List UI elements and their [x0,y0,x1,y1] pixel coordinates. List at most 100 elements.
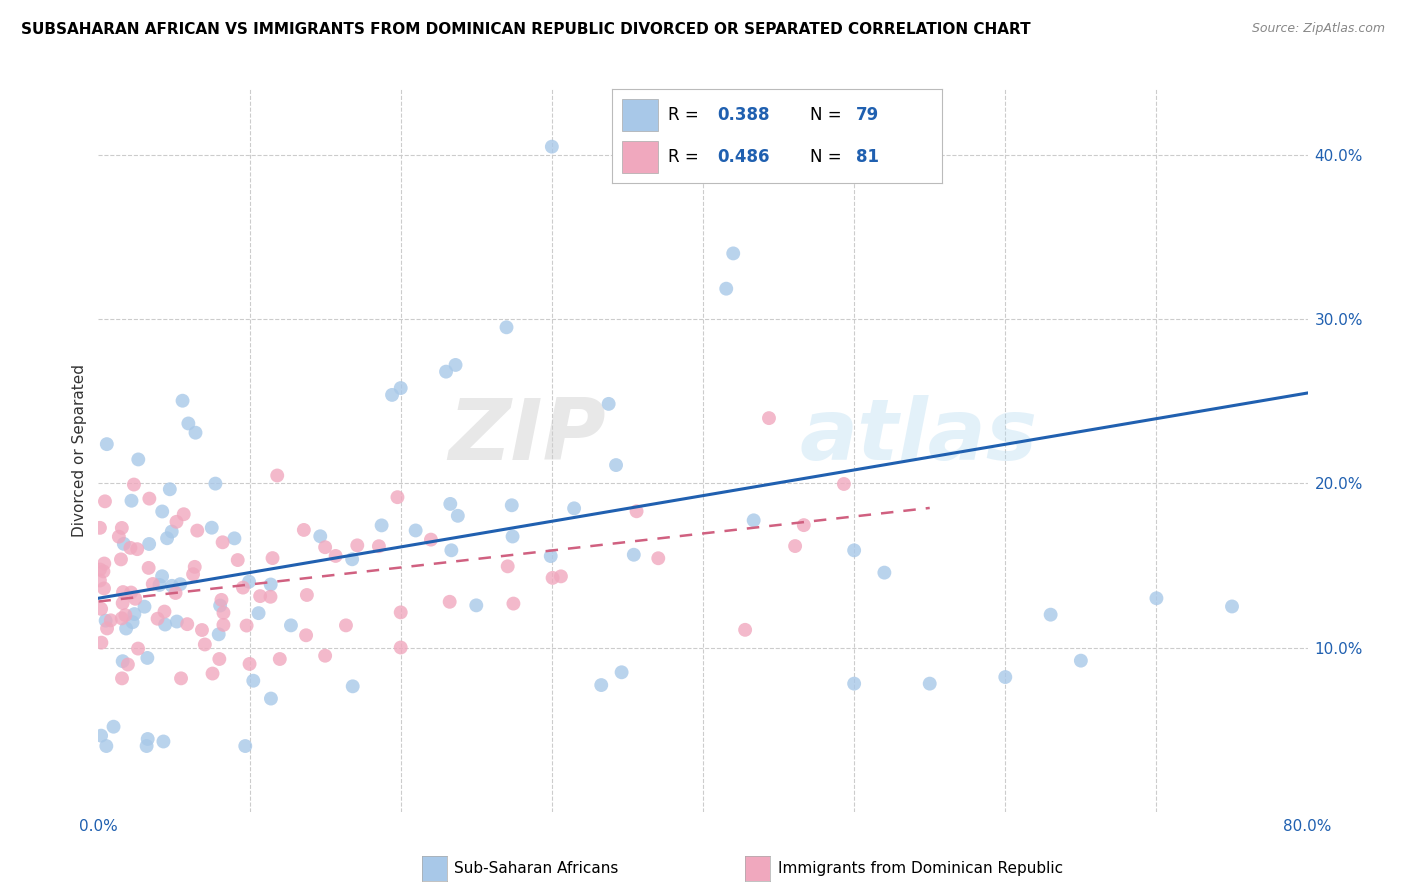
Point [541,571,564,585]
Point [242,673,264,688]
Point [447,508,470,523]
Point [605,458,627,472]
Point [918,676,941,690]
Point [172,393,194,408]
Point [134,599,156,614]
Point [90,635,112,649]
Point [152,734,174,748]
Y-axis label: Divorced or Separated: Divorced or Separated [72,364,87,537]
Point [562,501,585,516]
Point [166,515,188,529]
Point [405,524,427,538]
Point [177,417,200,431]
Point [249,589,271,603]
Point [122,477,145,491]
Point [501,498,523,512]
Point [232,581,254,595]
Point [335,618,357,632]
Point [96,437,118,451]
Point [626,504,648,518]
Point [93,565,115,579]
Point [124,607,146,621]
Point [260,691,283,706]
Text: Immigrants from Dominican Republic: Immigrants from Dominican Republic [778,862,1063,876]
Point [793,518,815,533]
Point [1070,654,1092,668]
Point [160,579,183,593]
Point [148,578,170,592]
Point [93,582,115,596]
Point [723,246,745,260]
Point [212,618,235,632]
Point [120,541,142,555]
Point [127,542,149,557]
Point [186,524,208,538]
Point [440,543,463,558]
Point [93,557,115,571]
Point [170,671,193,685]
Point [346,538,368,552]
Point [226,553,249,567]
Point [439,497,461,511]
Point [465,599,488,613]
Point [201,521,224,535]
Point [184,425,207,440]
Point [209,599,232,613]
Point [176,617,198,632]
Point [238,574,260,589]
Point [201,666,224,681]
Point [496,559,519,574]
Point [121,615,143,630]
Point [111,596,134,610]
Point [647,551,669,566]
Point [1144,591,1167,606]
Point [160,524,183,539]
Point [120,585,142,599]
Point [108,530,131,544]
Point [224,532,246,546]
FancyBboxPatch shape [621,98,658,131]
Point [89,521,111,535]
Point [742,513,765,527]
Point [184,560,207,574]
Point [295,588,318,602]
Point [111,672,134,686]
Point [127,452,149,467]
Text: SUBSAHARAN AFRICAN VS IMMIGRANTS FROM DOMINICAN REPUBLIC DIVORCED OR SEPARATED C: SUBSAHARAN AFRICAN VS IMMIGRANTS FROM DO… [21,22,1031,37]
Point [1220,599,1243,614]
Point [266,468,288,483]
Point [112,537,135,551]
Point [153,617,176,632]
Text: 0.486: 0.486 [717,148,770,166]
Point [239,657,262,671]
Point [156,531,179,545]
Point [191,623,214,637]
Point [439,595,461,609]
Point [340,552,363,566]
Point [169,577,191,591]
Point [260,577,283,591]
Text: Sub-Saharan Africans: Sub-Saharan Africans [454,862,619,876]
Point [138,491,160,506]
Point [146,612,169,626]
Text: Source: ZipAtlas.com: Source: ZipAtlas.com [1251,22,1385,36]
Point [121,493,143,508]
Point [844,676,866,690]
Text: 79: 79 [856,106,879,124]
Point [127,641,149,656]
Point [111,611,134,625]
Point [233,739,256,753]
Point [211,535,233,549]
Point [194,638,217,652]
Text: 81: 81 [856,148,879,166]
Point [208,627,231,641]
Point [117,657,139,672]
Point [110,552,132,566]
Point [832,477,855,491]
Point [1039,607,1062,622]
FancyBboxPatch shape [621,141,658,173]
Text: N =: N = [810,148,846,166]
Point [495,320,517,334]
Point [381,388,404,402]
Point [785,539,807,553]
